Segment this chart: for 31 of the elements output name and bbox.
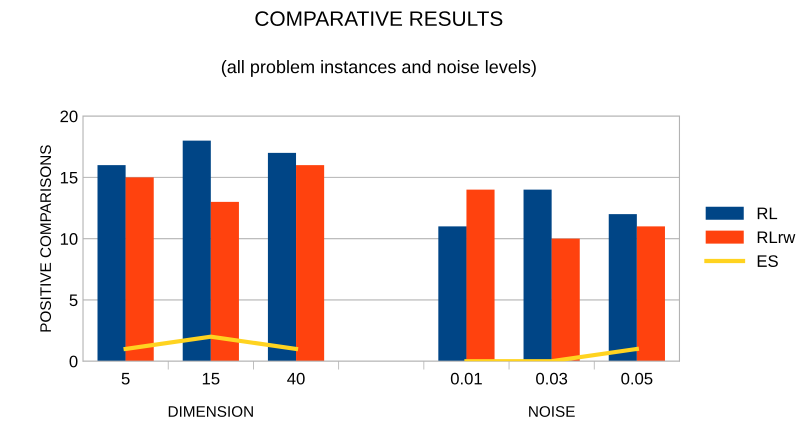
y-tick-label: 0	[70, 356, 78, 368]
bar	[182, 140, 211, 362]
bar	[636, 226, 665, 362]
x-tick-label: 0.05	[621, 372, 652, 385]
bar	[524, 190, 552, 362]
x-tick-label: 5	[122, 372, 130, 385]
legend-label: ES	[758, 255, 778, 267]
chart-title: COMPARATIVE RESULTS	[255, 11, 502, 26]
y-tick-label: 5	[70, 294, 78, 306]
bar	[296, 165, 324, 362]
bar	[438, 226, 466, 362]
y-tick-label: 15	[60, 172, 78, 184]
bar	[552, 238, 580, 362]
bar	[98, 165, 126, 362]
text: DIMENSION	[168, 406, 253, 417]
bar	[466, 190, 495, 362]
bar	[126, 177, 154, 362]
y-tick-label: 10	[60, 233, 78, 245]
x-tick-label: 15	[202, 372, 220, 385]
bar	[608, 214, 637, 362]
x-tick-label: 0.01	[450, 372, 482, 385]
text: NOISE	[529, 406, 575, 417]
legend-label: RL	[758, 208, 778, 220]
y-axis-title: POSITIVE COMPARISONS	[40, 145, 52, 332]
bar	[268, 152, 296, 362]
chart-subtitle: (all problem instances and noise levels)	[222, 60, 536, 77]
bar	[210, 202, 239, 362]
x-tick-label: 0.03	[536, 372, 568, 385]
legend-label: RLrw	[758, 231, 796, 243]
x-tick-label: 40	[287, 372, 305, 385]
y-tick-label: 20	[60, 110, 78, 122]
